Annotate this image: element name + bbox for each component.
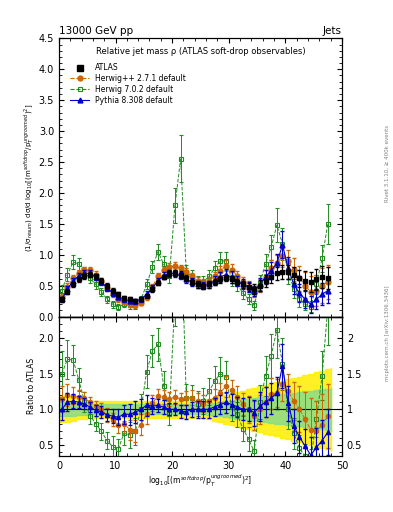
Legend: ATLAS, Herwig++ 2.7.1 default, Herwig 7.0.2 default, Pythia 8.308 default: ATLAS, Herwig++ 2.7.1 default, Herwig 7.… (68, 61, 187, 106)
Text: Jets: Jets (323, 26, 342, 36)
X-axis label: log$_{10}$[(m$^{soft drop}$/p$_T^{ungroomed}$)$^2$]: log$_{10}$[(m$^{soft drop}$/p$_T^{ungroo… (148, 473, 253, 489)
Text: Rivet 3.1.10, ≥ 400k events: Rivet 3.1.10, ≥ 400k events (385, 125, 390, 202)
Text: Relative jet mass ρ (ATLAS soft-drop observables): Relative jet mass ρ (ATLAS soft-drop obs… (95, 47, 305, 56)
Text: 13000 GeV pp: 13000 GeV pp (59, 26, 133, 36)
Text: mcplots.cern.ch [arXiv:1306.3436]: mcplots.cern.ch [arXiv:1306.3436] (385, 285, 390, 380)
Y-axis label: Ratio to ATLAS: Ratio to ATLAS (27, 358, 36, 414)
Y-axis label: (1/σ$_{resum}$) dσ/d log$_{10}$[(m$^{soft drop}$/p$_T^{ungroomed}$)$^2$]: (1/σ$_{resum}$) dσ/d log$_{10}$[(m$^{sof… (23, 103, 36, 252)
